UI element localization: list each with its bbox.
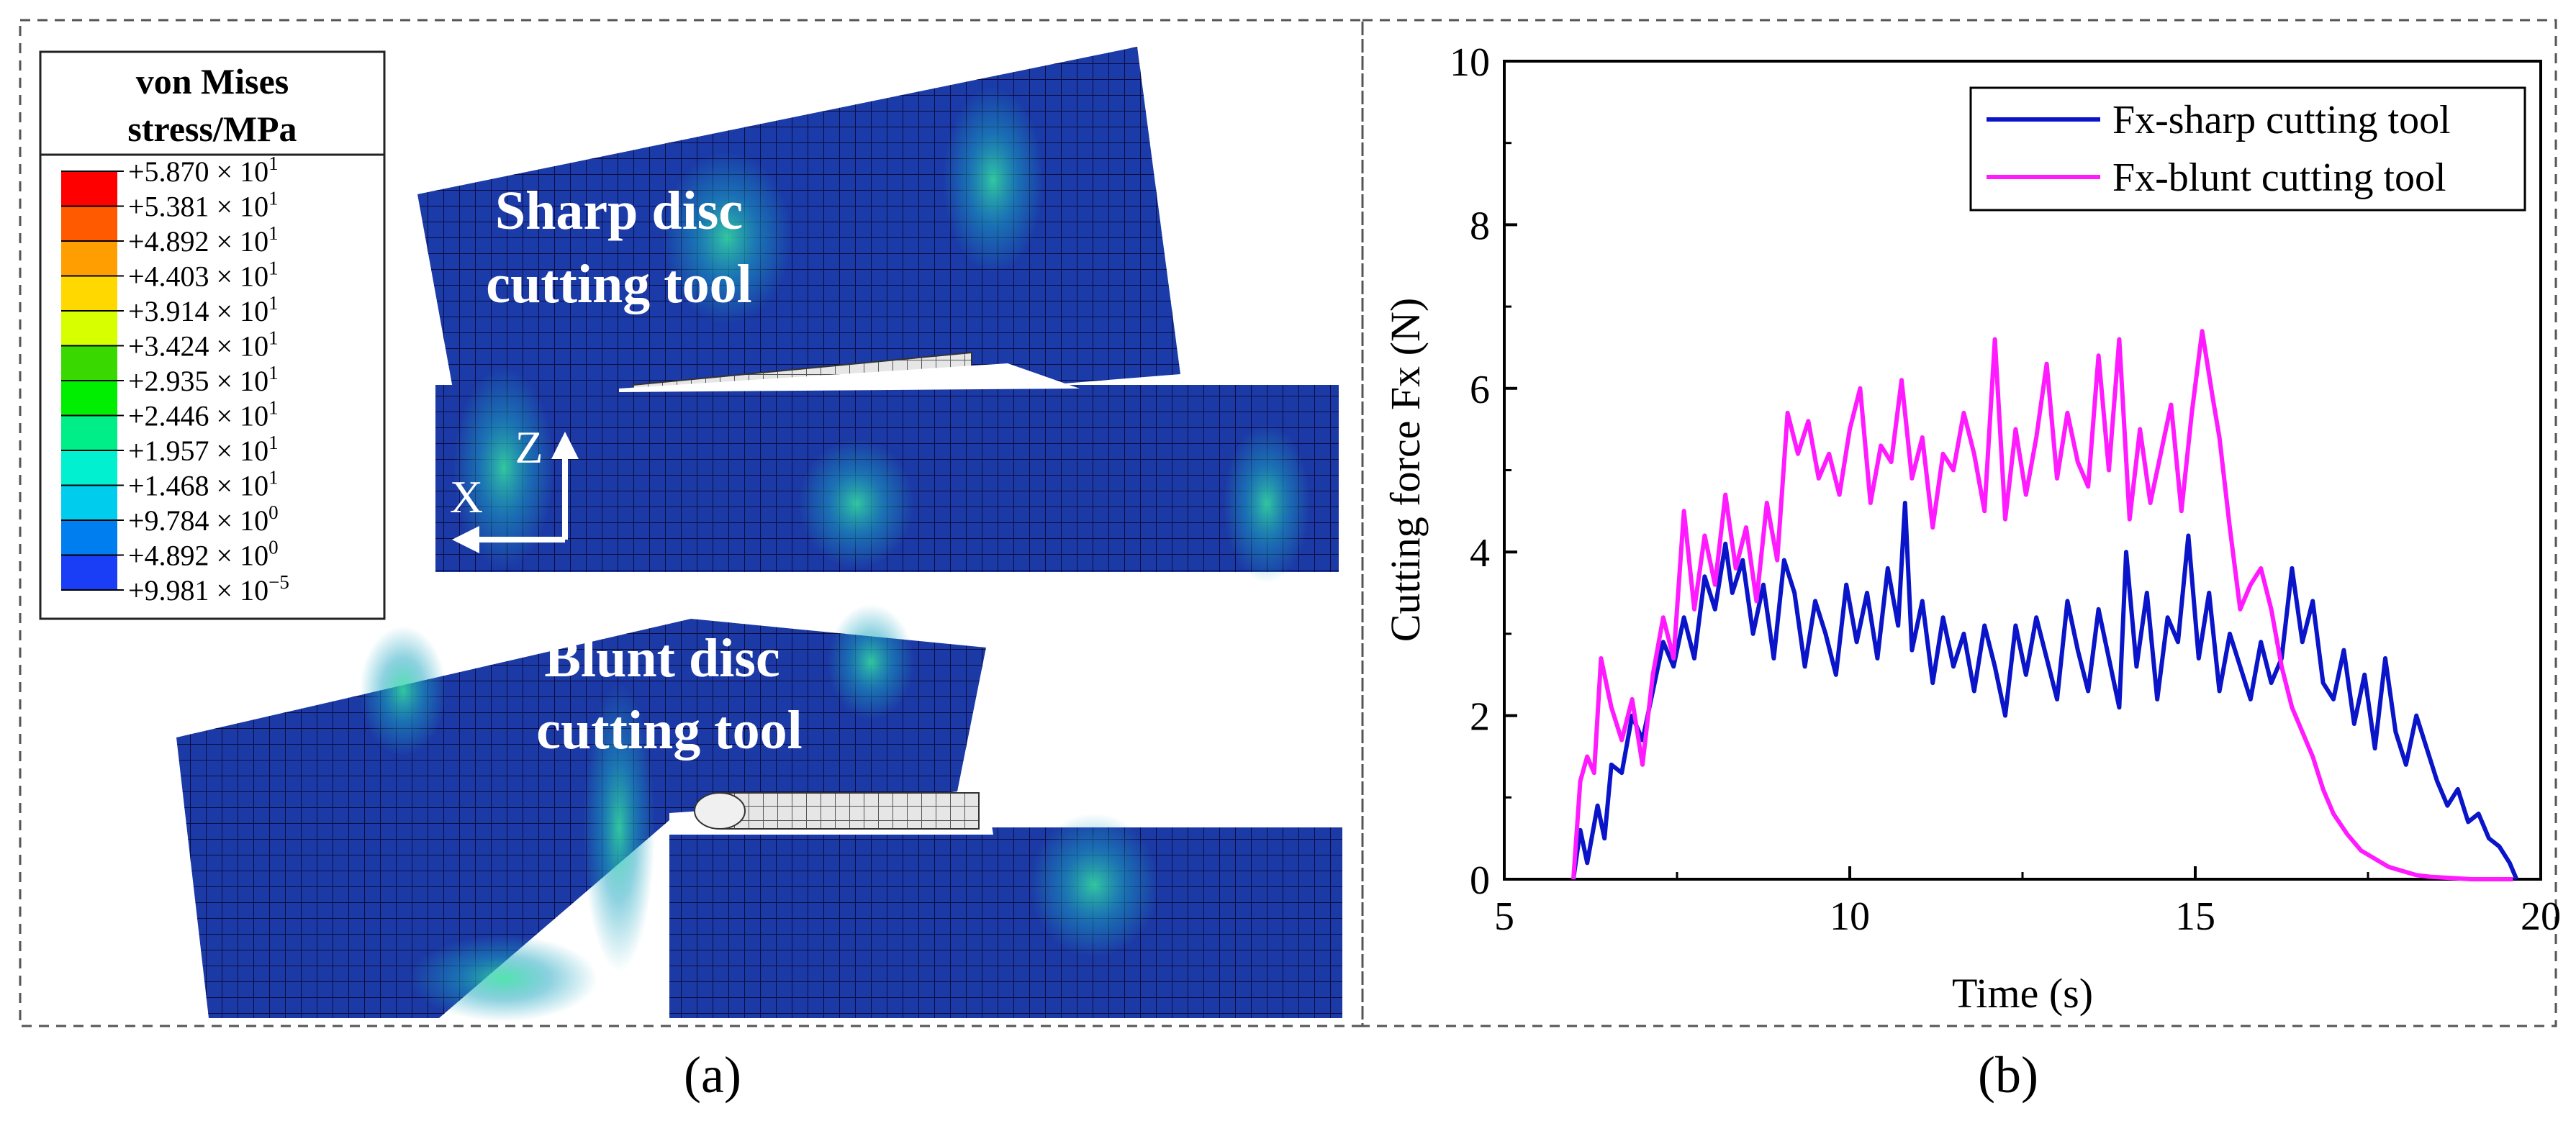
x-tick-label: 20 (2521, 894, 2561, 939)
stress-color-swatch (61, 555, 117, 590)
sharp-tool-label-line2: cutting tool (486, 254, 751, 314)
panel-b-frame (1361, 19, 2557, 1027)
series-lines (1571, 329, 2519, 881)
stress-legend-entries: +5.870 × 101+5.381 × 101+4.892 × 101+4.4… (61, 153, 289, 607)
fem-sharp-tool-model (417, 47, 1339, 583)
panel-a-caption: (a) (684, 1046, 741, 1104)
stress-legend-value: +9.784 × 100 (128, 501, 279, 537)
x-tick-label: 15 (2175, 894, 2215, 939)
stress-color-swatch (61, 311, 117, 346)
stress-legend-value: +4.892 × 100 (128, 537, 279, 572)
stress-legend-title-line2: stress/MPa (127, 109, 297, 149)
stress-legend-value: +5.870 × 101 (128, 153, 279, 188)
y-axis-label: Cutting force Fx (N) (1382, 298, 1429, 642)
fem-blunt-tool-model (176, 604, 1342, 1022)
blunt-tool-label-line2: cutting tool (536, 700, 802, 760)
sharp-tool-label-line1: Sharp disc (495, 181, 743, 241)
series-line-blunt (1571, 329, 2513, 881)
y-tick-label: 0 (1470, 858, 1490, 903)
stress-legend-value: +4.892 × 101 (128, 222, 279, 258)
stress-color-swatch (61, 171, 117, 206)
y-tick-label: 6 (1470, 368, 1490, 412)
stress-legend-value: +3.914 × 101 (128, 292, 279, 327)
legend-label-sharp: Fx-sharp cutting tool (2112, 98, 2451, 142)
chart-legend-box (1969, 86, 2526, 212)
coordinate-axes: Z X (450, 422, 579, 553)
stress-color-swatch (61, 381, 117, 416)
x-axis-label: Time (s) (1952, 970, 2093, 1017)
y-tick-label: 4 (1470, 531, 1490, 576)
stress-legend-value: +1.468 × 101 (128, 467, 279, 502)
stress-legend-value: +2.446 × 101 (128, 397, 279, 432)
stress-color-swatch (61, 485, 117, 520)
axis-x-label: X (450, 471, 483, 522)
stress-legend: von Mises stress/MPa +5.870 × 101+5.381 … (39, 50, 386, 620)
y-axis: 0 2 4 6 8 10 (1450, 40, 1517, 903)
series-line-sharp (1571, 501, 2519, 881)
x-axis: 5 10 15 20 (1494, 866, 2561, 939)
stress-color-swatch (61, 206, 117, 241)
stress-color-swatch (61, 415, 117, 450)
stress-color-swatch (61, 345, 117, 381)
axis-z-label: Z (515, 422, 543, 473)
y-tick-label: 10 (1450, 40, 1490, 85)
chart-legend: Fx-sharp cutting tool Fx-blunt cutting t… (1969, 86, 2526, 212)
legend-label-blunt: Fx-blunt cutting tool (2112, 155, 2446, 200)
cutting-force-chart: 0 2 4 6 8 10 5 10 15 20 Cutting force Fx (N) Tim… (1382, 40, 2561, 1017)
stress-legend-value: +4.403 × 101 (128, 258, 279, 293)
stress-legend-value: +3.424 × 101 (128, 327, 279, 363)
x-tick-label: 5 (1494, 894, 1514, 939)
stress-legend-value: +9.981 × 10−5 (128, 571, 289, 607)
panel-b-caption: (b) (1978, 1046, 2038, 1104)
blunt-tool-label-line1: Blunt disc (544, 628, 779, 689)
stress-color-swatch (61, 276, 117, 311)
stress-legend-title-line1: von Mises (136, 61, 289, 101)
stress-legend-value: +1.957 × 101 (128, 432, 279, 467)
stress-legend-value: +5.381 × 101 (128, 188, 279, 223)
y-tick-label: 2 (1470, 695, 1490, 740)
stress-legend-value: +2.935 × 101 (128, 362, 279, 397)
stress-color-swatch (61, 241, 117, 276)
x-tick-label: 10 (1830, 894, 1870, 939)
stress-color-swatch (61, 450, 117, 486)
stress-color-swatch (61, 520, 117, 555)
y-tick-label: 8 (1470, 204, 1490, 248)
